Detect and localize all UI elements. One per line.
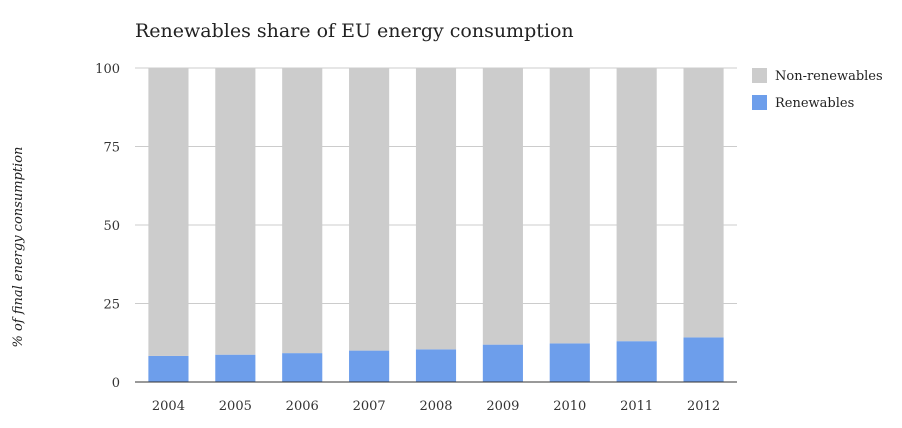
y-tick-label: 0 — [112, 376, 120, 391]
bar-renewables-2009 — [482, 344, 523, 382]
bar-non-renewables-2010 — [549, 68, 590, 344]
y-tick-label: 50 — [103, 219, 120, 234]
x-tick-label: 2010 — [553, 399, 586, 414]
x-tick-label: 2008 — [419, 399, 452, 414]
bar-non-renewables-2007 — [349, 68, 390, 351]
legend-swatch-renewables — [752, 95, 767, 110]
legend-label-non-renewables: Non-renewables — [775, 69, 883, 84]
y-axis-ticks: 0 25 50 75 100 — [95, 62, 120, 391]
legend-label-renewables: Renewables — [775, 96, 854, 111]
bar-renewables-2008 — [415, 349, 457, 382]
bar-renewables-2010 — [549, 343, 590, 382]
bar-non-renewables-2012 — [683, 68, 724, 338]
y-tick-label: 75 — [103, 141, 120, 156]
y-axis-label: % of final energy consumption — [11, 147, 26, 348]
y-tick-label: 25 — [103, 298, 120, 313]
bar-non-renewables-2004 — [148, 68, 189, 356]
bar-non-renewables-2009 — [482, 68, 523, 345]
bar-non-renewables-2011 — [616, 68, 657, 342]
x-tick-label: 2009 — [486, 399, 519, 414]
x-tick-label: 2006 — [286, 399, 319, 414]
legend: Non-renewables Renewables — [752, 68, 883, 111]
chart-title: Renewables share of EU energy consumptio… — [135, 20, 574, 42]
bar-non-renewables-2005 — [215, 68, 256, 355]
x-tick-label: 2011 — [620, 399, 653, 414]
bar-non-renewables-2006 — [282, 68, 323, 354]
bar-renewables-2005 — [215, 354, 256, 382]
x-tick-label: 2004 — [152, 399, 185, 414]
bars — [148, 68, 724, 382]
bar-renewables-2004 — [148, 355, 189, 382]
legend-swatch-non-renewables — [752, 68, 767, 83]
bar-renewables-2011 — [616, 341, 657, 382]
x-tick-label: 2005 — [219, 399, 252, 414]
x-tick-label: 2007 — [353, 399, 386, 414]
y-tick-label: 100 — [95, 62, 120, 77]
bar-non-renewables-2008 — [415, 68, 457, 350]
bar-renewables-2006 — [282, 353, 323, 382]
bar-renewables-2007 — [349, 350, 390, 382]
bar-renewables-2012 — [683, 337, 724, 382]
x-tick-label: 2012 — [687, 399, 720, 414]
x-axis-ticks: 2004 2005 2006 2007 2008 2009 2010 2011 2012 — [152, 399, 720, 414]
